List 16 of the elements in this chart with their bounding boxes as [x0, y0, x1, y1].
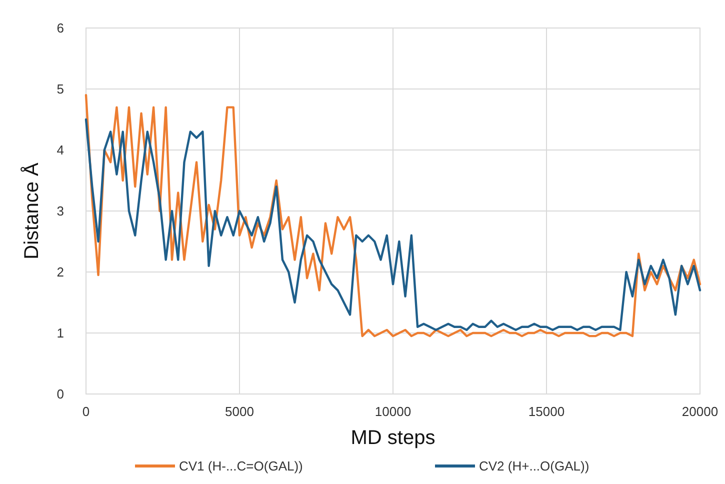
legend-label: CV1 (H-...C=O(GAL))	[179, 458, 303, 474]
y-tick-label: 1	[56, 326, 64, 341]
y-tick-label: 5	[56, 82, 64, 97]
y-axis-title: Distance Å	[20, 162, 43, 260]
x-tick-label: 20000	[682, 404, 718, 419]
y-tick-label: 3	[56, 204, 64, 219]
x-tick-label: 5000	[225, 404, 254, 419]
y-tick-label: 2	[56, 264, 64, 280]
x-tick-label: 0	[82, 404, 90, 419]
x-axis-title: MD steps	[350, 427, 436, 449]
x-tick-label: 15000	[528, 404, 565, 419]
x-tick-label: 10000	[374, 404, 412, 419]
y-tick-label: 0	[56, 386, 64, 402]
y-tick-label: 6	[56, 20, 64, 36]
legend-label: CV2 (H+...O(GAL))	[479, 458, 590, 474]
y-tick-label: 4	[56, 142, 64, 158]
